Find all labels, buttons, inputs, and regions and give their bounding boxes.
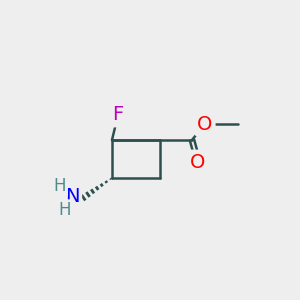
Text: F: F xyxy=(112,106,124,124)
Text: N: N xyxy=(65,188,79,206)
Text: O: O xyxy=(197,115,213,134)
Text: O: O xyxy=(190,152,206,172)
Text: H: H xyxy=(54,177,66,195)
Text: H: H xyxy=(59,201,71,219)
